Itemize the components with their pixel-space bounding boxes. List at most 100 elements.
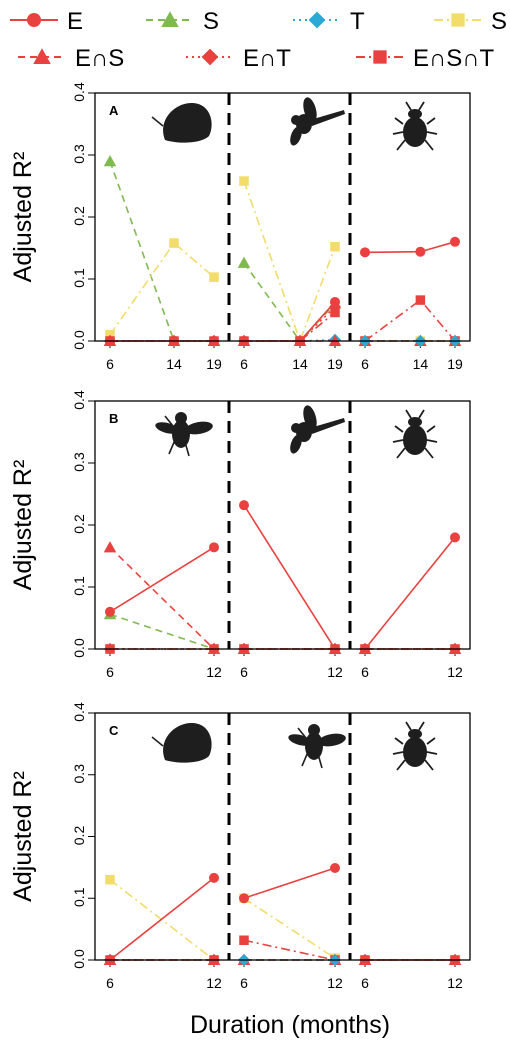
- x-tick-label: 14: [166, 356, 182, 372]
- legend-marker: [161, 11, 179, 27]
- legend-marker: [373, 50, 387, 64]
- series-line: [364, 241, 456, 254]
- legend-item-snt: S∩T: [434, 8, 510, 35]
- data-point: [239, 176, 249, 186]
- legend-item-ent: E∩T: [186, 45, 291, 72]
- data-point: [450, 236, 460, 247]
- series-line: [109, 613, 215, 650]
- series-line: [243, 504, 336, 650]
- y-tick-label: 0.2: [71, 514, 87, 534]
- beetle-icon: [392, 101, 438, 151]
- data-point: [360, 247, 370, 258]
- data-point: [169, 238, 179, 248]
- series-line: [243, 867, 336, 900]
- x-tick-label: 6: [240, 664, 248, 680]
- legend-marker: [33, 48, 51, 64]
- slug-icon: [151, 722, 212, 763]
- data-point: [103, 541, 117, 553]
- x-tick-label: 14: [292, 356, 308, 372]
- legend-item-ensnt: E∩S∩T: [356, 45, 495, 72]
- legend-item-t: T: [293, 8, 365, 35]
- y-axis-title: Adjusted R²: [9, 460, 37, 591]
- group-slug: 6 12: [103, 722, 222, 991]
- plot-frame: [94, 712, 471, 961]
- dragonfly-icon: [290, 405, 345, 454]
- y-tick-label: 0.0: [71, 949, 87, 969]
- data-point: [239, 893, 249, 904]
- dragonfly-icon: [290, 97, 345, 146]
- x-tick-label: 12: [327, 975, 343, 991]
- group-dragonfly: 6 12: [237, 405, 345, 680]
- series-s: [237, 256, 342, 346]
- beetle-icon: [392, 721, 438, 771]
- x-tick-label: 6: [240, 356, 248, 372]
- data-point: [209, 542, 219, 553]
- series-line: [364, 536, 456, 650]
- panels: 0.0 0.1 0.2 0.3 0.4 Adjusted R² A 6 14 19 6 14 19 6 14…: [9, 82, 471, 991]
- y-axis-title: Adjusted R²: [9, 152, 37, 283]
- data-point: [415, 295, 426, 305]
- plot-frame: [94, 400, 471, 650]
- legend-marker: [451, 13, 465, 27]
- group-beetle: 6 12: [358, 409, 463, 680]
- y-tick-label: 0.3: [71, 764, 87, 784]
- series-line: [109, 877, 215, 961]
- x-tick-label: 6: [106, 356, 114, 372]
- panel-b: 0.0 0.1 0.2 0.3 0.4 Adjusted R² B 6 12 6 12 6 12: [9, 390, 471, 680]
- series-line: [243, 180, 336, 344]
- series-snt: [239, 176, 340, 346]
- x-tick-label: 12: [447, 975, 463, 991]
- legend-marker: [308, 11, 326, 29]
- x-tick-label: 12: [206, 664, 222, 680]
- fly-icon: [155, 412, 213, 457]
- fly-icon: [288, 724, 346, 769]
- series-e: [239, 296, 340, 346]
- series-line: [109, 546, 215, 613]
- series-line: [364, 298, 456, 342]
- series-line: [109, 241, 215, 336]
- series-line: [243, 262, 336, 343]
- x-tick-label: 12: [327, 664, 343, 680]
- legend-label: T: [350, 8, 365, 35]
- y-tick-label: 0.0: [71, 638, 87, 658]
- data-point: [105, 874, 115, 885]
- x-tick-label: 12: [447, 664, 463, 680]
- x-tick-label: 6: [361, 356, 369, 372]
- data-point: [209, 872, 219, 883]
- series-ens: [103, 541, 221, 654]
- series-e: [239, 862, 340, 904]
- group-beetle: 6 12: [358, 721, 463, 991]
- series-snt: [239, 893, 340, 963]
- series-snt: [105, 238, 219, 340]
- y-tick-label: 0.3: [71, 144, 87, 164]
- series-e: [105, 542, 219, 617]
- y-tick-label: 0.4: [71, 702, 87, 722]
- x-tick-label: 6: [361, 664, 369, 680]
- series-line: [244, 301, 336, 342]
- x-axis-title: Duration (months): [190, 1011, 390, 1039]
- series-e: [239, 500, 340, 654]
- legend-marker: [27, 13, 41, 27]
- series-line: [243, 939, 336, 961]
- x-tick-label: 19: [447, 356, 463, 372]
- legend-label: S: [203, 8, 219, 35]
- legend-label: E: [67, 8, 83, 35]
- x-tick-label: 6: [106, 975, 114, 991]
- data-point: [330, 242, 340, 252]
- beetle-icon: [392, 409, 438, 459]
- y-axis-title: Adjusted R²: [9, 771, 37, 902]
- legend-label: E∩S: [75, 45, 124, 72]
- data-point: [330, 296, 340, 307]
- legend-item-s: S: [146, 8, 219, 35]
- y-tick-label: 0.4: [71, 390, 87, 410]
- group-slug: 6 14 19: [103, 102, 222, 372]
- data-point: [330, 862, 340, 873]
- series-ensnt: [360, 295, 460, 346]
- series-line: [109, 160, 214, 342]
- data-point: [450, 532, 460, 543]
- panel-a: 0.0 0.1 0.2 0.3 0.4 Adjusted R² A 6 14 19 6 14 19 6 14…: [9, 82, 471, 372]
- slug-icon: [151, 102, 212, 143]
- series-line: [243, 897, 336, 959]
- y-tick-label: 0.2: [71, 826, 87, 846]
